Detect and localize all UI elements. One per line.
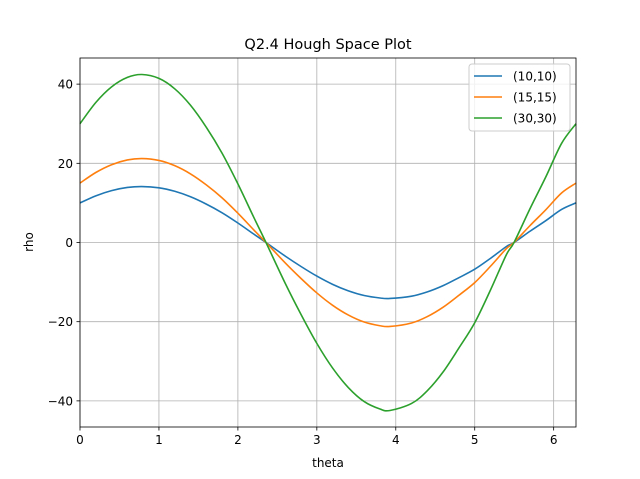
y-tick-label: 20 xyxy=(58,157,73,171)
legend-label-1: (10,10) xyxy=(513,70,557,84)
legend-box xyxy=(468,63,571,132)
y-tick-label: 40 xyxy=(58,78,73,92)
y-tick-label: −20 xyxy=(48,315,73,329)
x-tick-label: 0 xyxy=(76,433,84,447)
series-line-3 xyxy=(79,73,577,412)
x-tick-label: 6 xyxy=(550,433,558,447)
series-line-1 xyxy=(79,185,577,300)
tick-layer: 0 1 2 3 4 5 6 −40 −20 0 20 40 xyxy=(48,78,558,447)
series-line-2 xyxy=(79,157,577,328)
x-tick-label: 4 xyxy=(392,433,400,447)
x-tick-label: 3 xyxy=(313,433,321,447)
series-layer xyxy=(79,73,577,412)
x-axis-title: theta xyxy=(312,456,344,470)
y-tick-label: 0 xyxy=(65,236,73,250)
chart-title: Q2.4 Hough Space Plot xyxy=(244,37,411,53)
y-axis-title: rho xyxy=(22,232,36,252)
x-tick-label: 1 xyxy=(155,433,163,447)
x-tick-label: 2 xyxy=(234,433,242,447)
y-tick-label: −40 xyxy=(48,394,73,408)
legend: (10,10) (15,15) (30,30) xyxy=(468,63,571,132)
legend-label-3: (30,30) xyxy=(513,112,557,126)
x-tick-label: 5 xyxy=(471,433,479,447)
legend-label-2: (15,15) xyxy=(513,91,557,105)
